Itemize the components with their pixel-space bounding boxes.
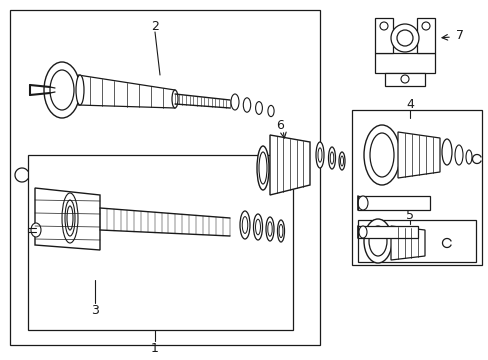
Polygon shape	[384, 73, 424, 86]
Ellipse shape	[230, 94, 239, 110]
Polygon shape	[357, 196, 429, 210]
Polygon shape	[374, 53, 434, 73]
Text: 3: 3	[91, 303, 99, 316]
Circle shape	[400, 75, 408, 83]
Ellipse shape	[255, 219, 260, 235]
Text: 7: 7	[455, 28, 463, 41]
Polygon shape	[357, 226, 417, 238]
Ellipse shape	[277, 220, 284, 242]
Circle shape	[396, 30, 412, 46]
Ellipse shape	[363, 125, 399, 185]
Text: 6: 6	[276, 118, 284, 131]
Ellipse shape	[328, 147, 335, 169]
Circle shape	[390, 24, 418, 52]
Ellipse shape	[357, 196, 367, 210]
Ellipse shape	[338, 152, 345, 170]
Ellipse shape	[240, 211, 249, 239]
Circle shape	[379, 22, 387, 30]
Text: 1: 1	[151, 342, 159, 355]
Bar	[10, 10, 319, 345]
Ellipse shape	[369, 133, 393, 177]
Ellipse shape	[329, 152, 333, 164]
Text: 5: 5	[405, 208, 413, 221]
Ellipse shape	[279, 224, 283, 238]
Bar	[351, 110, 481, 265]
Ellipse shape	[242, 217, 247, 233]
Ellipse shape	[441, 139, 451, 165]
Bar	[357, 220, 475, 262]
Text: 4: 4	[405, 98, 413, 111]
Polygon shape	[416, 18, 434, 53]
Ellipse shape	[267, 222, 272, 236]
Ellipse shape	[259, 152, 266, 184]
Ellipse shape	[243, 98, 250, 112]
Ellipse shape	[253, 214, 262, 240]
Bar	[28, 155, 292, 330]
Polygon shape	[397, 132, 439, 178]
Polygon shape	[78, 75, 175, 108]
Polygon shape	[269, 135, 309, 195]
Ellipse shape	[76, 75, 84, 105]
Ellipse shape	[465, 150, 471, 164]
Ellipse shape	[315, 142, 324, 168]
Ellipse shape	[65, 200, 75, 236]
Ellipse shape	[50, 70, 74, 110]
Ellipse shape	[44, 62, 80, 118]
Ellipse shape	[62, 193, 78, 243]
Ellipse shape	[267, 105, 274, 117]
Polygon shape	[35, 188, 100, 250]
Ellipse shape	[255, 102, 262, 114]
Ellipse shape	[454, 145, 462, 165]
Ellipse shape	[368, 226, 386, 256]
Ellipse shape	[340, 156, 343, 166]
Text: 2: 2	[151, 19, 159, 32]
Ellipse shape	[358, 226, 366, 238]
Ellipse shape	[317, 148, 321, 162]
Circle shape	[421, 22, 429, 30]
Polygon shape	[390, 226, 424, 260]
Ellipse shape	[31, 223, 41, 237]
Polygon shape	[374, 18, 392, 53]
Ellipse shape	[265, 217, 273, 241]
Ellipse shape	[67, 206, 73, 230]
Ellipse shape	[172, 90, 178, 108]
Ellipse shape	[363, 219, 391, 263]
Ellipse shape	[257, 146, 268, 190]
